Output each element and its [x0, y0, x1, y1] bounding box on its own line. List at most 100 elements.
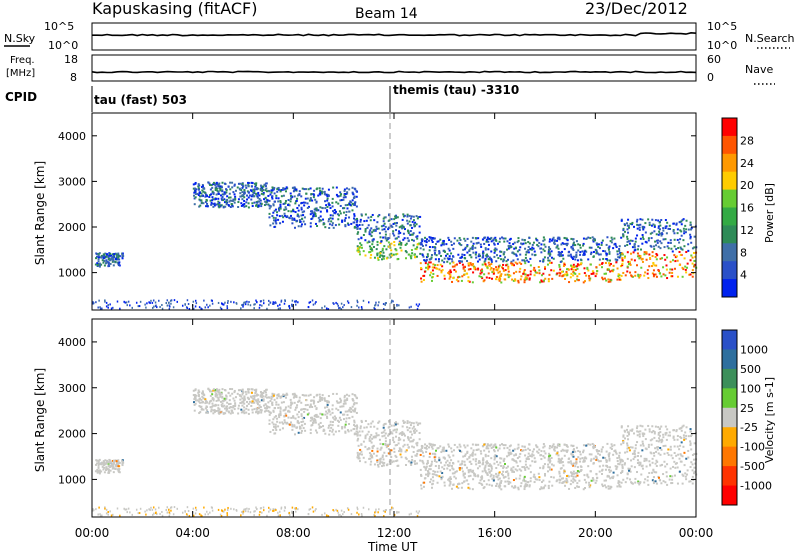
velocity-cell — [539, 467, 541, 469]
velocity-cell — [240, 409, 242, 411]
power-ground-cell — [295, 300, 297, 302]
power-cell — [452, 248, 454, 250]
velocity-cell — [443, 482, 445, 484]
velocity-cell — [277, 425, 279, 427]
velocity-cell — [379, 463, 381, 465]
velocity-cell — [514, 486, 516, 488]
power-cell — [497, 272, 499, 274]
power-cell — [482, 255, 484, 257]
velocity-cell — [243, 403, 245, 405]
velocity-cell — [383, 431, 385, 433]
power-cell — [568, 251, 570, 253]
power-cell — [195, 196, 197, 198]
velocity-cell — [405, 457, 407, 459]
velocity-cell — [693, 467, 695, 469]
velocity-cell — [205, 400, 207, 402]
velocity-cell — [103, 464, 105, 466]
velocity-cell — [488, 479, 490, 481]
power-cell — [619, 245, 621, 247]
velocity-cell — [199, 411, 201, 413]
velocity-cell — [385, 432, 387, 434]
velocity-cell — [660, 426, 662, 428]
power-cell — [542, 260, 544, 262]
velocity-cell — [486, 483, 488, 485]
power-cell — [641, 219, 643, 221]
velocity-cell — [558, 458, 560, 460]
power-cell — [432, 246, 434, 248]
power-cell — [683, 232, 685, 234]
velocity-cell — [642, 441, 644, 443]
velocity-cell — [451, 488, 453, 490]
power-ground-cell — [284, 299, 286, 301]
velocity-cell — [599, 454, 601, 456]
velocity-cell — [393, 460, 395, 462]
power-cell — [589, 237, 591, 239]
velocity-cell — [515, 460, 517, 462]
velocity-cell — [271, 402, 273, 404]
power-cell — [424, 237, 426, 239]
velocity-cell — [383, 458, 385, 460]
power-cell — [609, 264, 611, 266]
velocity-cell — [377, 450, 379, 452]
power-cell — [596, 250, 598, 252]
power-cell — [543, 236, 545, 238]
power-cell — [684, 266, 686, 268]
power-cell — [350, 223, 352, 225]
velocity-cell — [586, 475, 588, 477]
power-ground-cell — [218, 302, 220, 304]
power-cell — [549, 253, 551, 255]
power-cell — [577, 259, 579, 261]
power-cell — [624, 245, 626, 247]
velocity-cell — [575, 461, 577, 463]
power-cell — [488, 238, 490, 240]
velocity-cell — [624, 452, 626, 454]
power-cell — [251, 182, 253, 184]
power-cell — [212, 203, 214, 205]
velocity-cell — [310, 432, 312, 434]
power-cell — [269, 200, 271, 202]
velocity-cell — [279, 422, 281, 424]
power-cell — [396, 222, 398, 224]
power-cell — [584, 280, 586, 282]
power-cell — [282, 221, 284, 223]
velocity-cell — [639, 425, 641, 427]
velocity-cell — [467, 483, 469, 485]
power-cell — [221, 182, 223, 184]
velocity-cell — [428, 446, 430, 448]
power-cell — [449, 250, 451, 252]
velocity-cell — [271, 404, 273, 406]
power-cell — [482, 251, 484, 253]
power-cell — [276, 188, 278, 190]
power-ground-cell — [356, 305, 358, 307]
power-cell — [685, 271, 687, 273]
velocity-cell — [587, 465, 589, 467]
velocity-cell — [671, 475, 673, 477]
velocity-cell — [527, 481, 529, 483]
power-cell — [273, 188, 275, 190]
power-cell — [376, 248, 378, 250]
velocity-cell — [307, 409, 309, 411]
velocity-cell — [351, 416, 353, 418]
velocity-cell — [255, 411, 257, 413]
velocity-cell — [434, 453, 436, 455]
velocity-cell — [416, 430, 418, 432]
velocity-cell — [210, 395, 212, 397]
power-cell — [382, 248, 384, 250]
velocity-cell — [551, 485, 553, 487]
power-cell — [103, 257, 105, 259]
power-cell — [533, 267, 535, 269]
velocity-cell — [651, 444, 653, 446]
power-ground-cell — [138, 305, 140, 307]
velocity-cell — [621, 470, 623, 472]
velocity-cell — [503, 465, 505, 467]
velocity-cell — [402, 425, 404, 427]
velocity-cell — [566, 450, 568, 452]
power-cell — [290, 215, 292, 217]
velocity-cell — [539, 488, 541, 490]
velocity-cell — [392, 439, 394, 441]
velocity-cell — [385, 437, 387, 439]
velocity-cell — [630, 459, 632, 461]
power-cell — [660, 235, 662, 237]
power-cell — [572, 274, 574, 276]
power-cell — [313, 215, 315, 217]
